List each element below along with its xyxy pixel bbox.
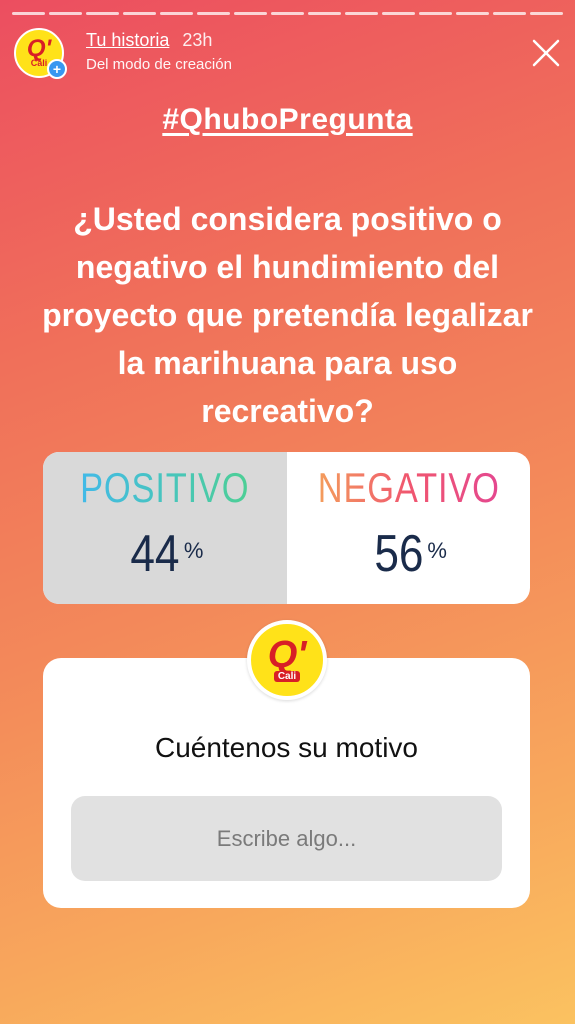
progress-segment [493, 12, 526, 15]
question-text: ¿Usted considera positivo o negativo el … [42, 201, 533, 429]
poll-percent-value: 56 [373, 525, 424, 583]
poll-option-percent: 56 % [287, 526, 531, 582]
poll-option-positivo[interactable]: POSITIVO 44 % [43, 452, 287, 604]
progress-segment [308, 12, 341, 15]
progress-segment [160, 12, 193, 15]
question-box-prompt: Cuéntenos su motivo [154, 732, 419, 763]
progress-segment [456, 12, 489, 15]
poll-option-percent: 44 % [43, 526, 287, 582]
logo-text: Q' [267, 633, 307, 676]
progress-segment [345, 12, 378, 15]
story-meta: Tu historia 23h Del modo de creación [86, 30, 232, 73]
hashtag-text: #QhuboPregunta [162, 103, 413, 136]
poll-option-label: NEGATIVO [308, 464, 508, 512]
progress-segment [234, 12, 267, 15]
logo-subtext: Cali [273, 670, 301, 682]
hashtag-sticker[interactable]: #QhuboPregunta [0, 103, 575, 137]
progress-segment [123, 12, 156, 15]
story-header: Q' Cali + Tu historia 23h Del modo de cr… [14, 28, 561, 79]
poll-percent-symbol: % [183, 538, 204, 563]
close-icon[interactable] [531, 38, 561, 68]
progress-segment [419, 12, 452, 15]
story-timestamp: 23h [182, 30, 213, 50]
story-author-link[interactable]: Tu historia [86, 30, 170, 50]
progress-segment [49, 12, 82, 15]
question-box-logo: Q' Cali [247, 620, 327, 700]
add-story-icon[interactable]: + [47, 59, 67, 79]
story-subtitle: Del modo de creación [86, 56, 232, 73]
progress-segment [12, 12, 45, 15]
poll-option-negativo[interactable]: NEGATIVO 56 % [287, 452, 531, 604]
avatar-logo-text: Q' [26, 34, 52, 62]
progress-segment [86, 12, 119, 15]
poll-percent-value: 44 [130, 525, 180, 583]
poll-percent-symbol: % [427, 538, 447, 563]
story-progress-bar [12, 12, 563, 15]
poll-option-label: POSITIVO [65, 464, 265, 512]
avatar[interactable]: Q' Cali + [14, 28, 67, 79]
question-box-input[interactable]: Escribe algo... [71, 796, 502, 881]
poll-sticker: POSITIVO 44 % NEGATIVO 56 % [43, 452, 530, 604]
progress-segment [530, 12, 563, 15]
progress-segment [382, 12, 415, 15]
progress-segment [197, 12, 230, 15]
progress-segment [271, 12, 304, 15]
avatar-logo-subtext: Cali [30, 57, 48, 68]
